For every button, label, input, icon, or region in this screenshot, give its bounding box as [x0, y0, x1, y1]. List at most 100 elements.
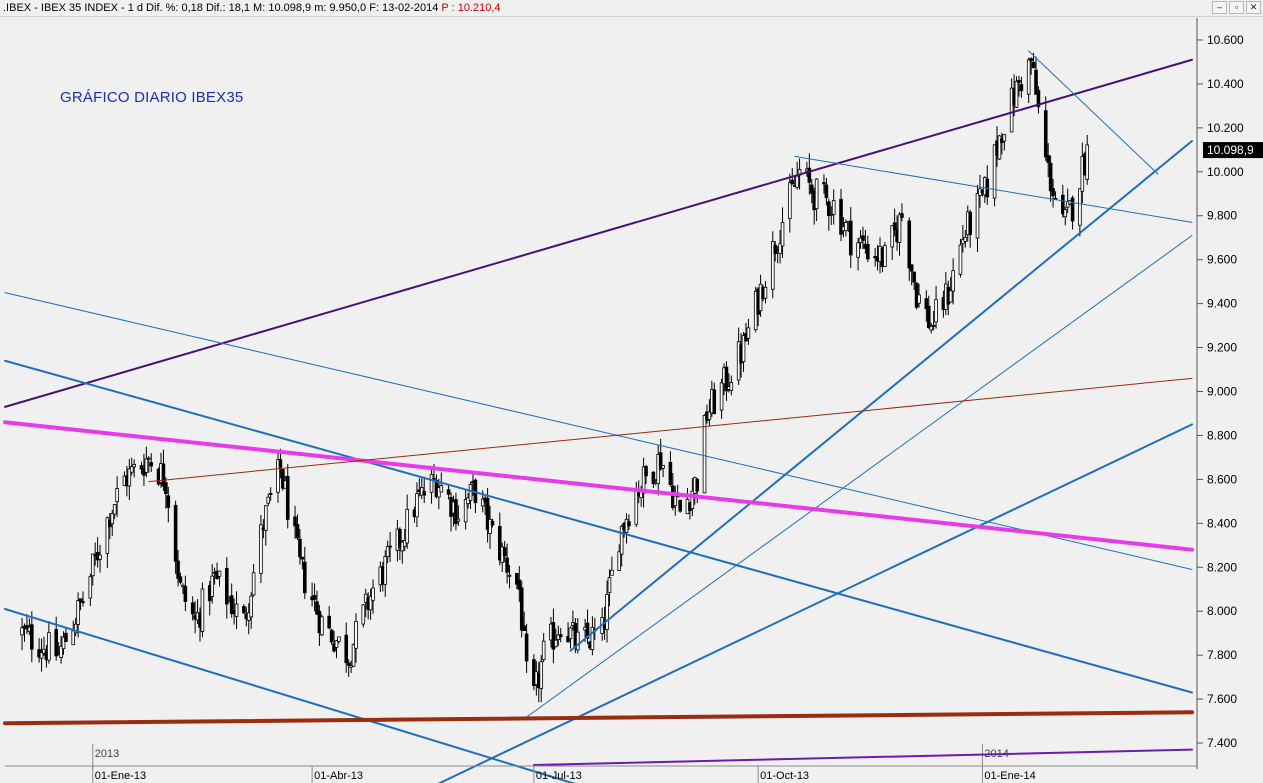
close-icon[interactable]: ✕: [1246, 1, 1261, 14]
candle-body: [20, 627, 24, 636]
candle-body: [951, 270, 955, 292]
candle-body: [249, 595, 253, 618]
candle-body: [266, 496, 271, 504]
candle-body: [1061, 194, 1065, 215]
candle-body: [1085, 144, 1089, 180]
candle-body: [90, 553, 95, 577]
candle-body: [724, 366, 729, 392]
candle-body: [361, 604, 366, 625]
y-tick-label: 8.400: [1207, 516, 1237, 530]
x-tick-label: 01-Jul-13: [536, 770, 582, 782]
minimize-icon[interactable]: –: [1212, 1, 1227, 14]
trendline: [148, 377, 1193, 483]
candle-body: [1078, 188, 1082, 226]
candle-body: [320, 616, 324, 636]
candle-body: [551, 622, 556, 650]
trendline: [4, 58, 1193, 408]
candle-body: [485, 497, 490, 530]
candle-body: [763, 286, 768, 299]
candle-body: [432, 477, 436, 480]
candle-body: [909, 264, 914, 272]
candle-body: [610, 569, 614, 576]
candle-body: [809, 184, 814, 194]
candle-body: [1019, 84, 1024, 92]
candle-body: [917, 294, 921, 304]
candle-body: [1009, 87, 1014, 133]
candle-body: [502, 547, 507, 557]
candle-body: [383, 556, 388, 585]
candle-body: [64, 632, 68, 642]
candle-body: [824, 184, 829, 199]
candle-body: [678, 499, 682, 512]
candle-body: [795, 175, 799, 188]
candle-body: [790, 179, 795, 185]
candle-body: [61, 636, 66, 650]
candle-body: [344, 634, 349, 664]
candle-body: [822, 182, 826, 185]
candle-body: [210, 575, 214, 597]
candle-body: [281, 469, 285, 489]
candle-body: [702, 414, 707, 494]
candle-body: [385, 546, 390, 558]
candle-body: [1014, 80, 1019, 108]
x-tick-label: 01-Oct-13: [760, 770, 809, 782]
candle-body: [831, 200, 836, 215]
candle-body: [992, 144, 997, 199]
chart-annotation: GRÁFICO DIARIO IBEX35: [60, 89, 244, 106]
candle-body: [658, 452, 663, 470]
candle-body: [405, 508, 409, 544]
y-tick-label: 8.800: [1207, 428, 1237, 442]
candle-body: [329, 629, 334, 643]
candle-body: [402, 540, 407, 547]
candle-body: [59, 646, 63, 658]
candle-body: [300, 556, 305, 560]
candle-body: [446, 489, 451, 495]
trendline: [4, 359, 1193, 694]
candle-body: [132, 463, 136, 468]
candle-body: [166, 495, 171, 508]
trendline: [794, 155, 1193, 223]
candle-body: [807, 167, 812, 183]
y-tick-label: 10.400: [1207, 77, 1244, 91]
candle-body: [907, 220, 912, 269]
candle-body: [778, 243, 782, 254]
candle-body: [541, 640, 546, 661]
candle-body: [522, 625, 526, 632]
chart-header: .IBEX - IBEX 35 INDEX - 1 d Dif. %: 0,18…: [0, 0, 1263, 17]
trendline: [532, 748, 1193, 766]
candle-body: [924, 298, 929, 310]
y-tick-label: 8.600: [1207, 472, 1237, 486]
candle-body: [129, 465, 134, 473]
candle-body: [480, 498, 485, 507]
restore-icon[interactable]: ▫: [1229, 1, 1244, 14]
candle-body: [690, 490, 695, 509]
candle-body: [741, 335, 746, 363]
candle-body: [607, 577, 612, 593]
candle-body: [456, 518, 461, 522]
candle-body: [161, 463, 166, 487]
candle-body: [866, 244, 870, 260]
candle-body: [225, 567, 229, 605]
candle-body: [454, 499, 458, 525]
candle-body: [780, 222, 785, 247]
candle-body: [105, 517, 110, 554]
y-tick-label: 8.000: [1207, 604, 1237, 618]
candle-body: [147, 457, 151, 460]
y-tick-label: 9.800: [1207, 209, 1237, 223]
candle-body: [497, 525, 502, 561]
candle-body: [190, 602, 195, 615]
candle-body: [558, 634, 563, 638]
candle-body: [268, 493, 273, 495]
candle-body: [668, 462, 673, 485]
candle-body: [176, 560, 180, 579]
candle-body: [590, 626, 595, 651]
candle-body: [746, 327, 751, 339]
trendline: [569, 140, 1193, 652]
candle-body: [466, 497, 470, 504]
trendline: [4, 292, 1193, 570]
candle-body: [856, 242, 860, 258]
candle-body: [673, 495, 678, 507]
candle-body: [263, 505, 268, 531]
candle-body: [931, 325, 936, 327]
